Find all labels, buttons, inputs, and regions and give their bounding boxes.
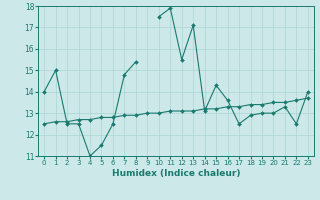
X-axis label: Humidex (Indice chaleur): Humidex (Indice chaleur)	[112, 169, 240, 178]
